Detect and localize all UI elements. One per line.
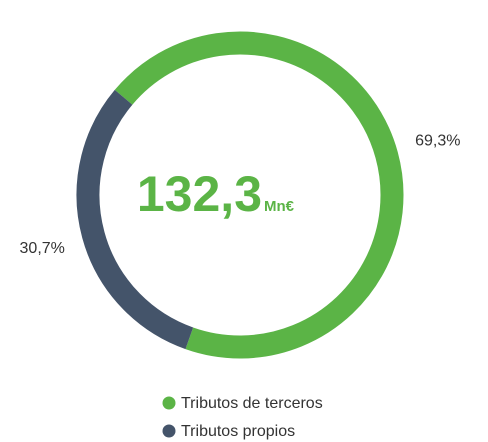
legend-swatch: [162, 424, 176, 438]
donut: [76, 31, 404, 359]
value-label: 69,3%: [415, 132, 460, 149]
donut-segment: [76, 89, 194, 350]
center-unit: Mn€: [264, 198, 295, 215]
legend-swatch: [162, 396, 176, 410]
center-value: 132,3: [137, 166, 262, 222]
legend-label: Tributos propios: [181, 423, 295, 440]
donut-segment: [114, 31, 404, 359]
legend-label: Tributos de terceros: [181, 395, 323, 412]
value-label: 30,7%: [20, 240, 65, 257]
